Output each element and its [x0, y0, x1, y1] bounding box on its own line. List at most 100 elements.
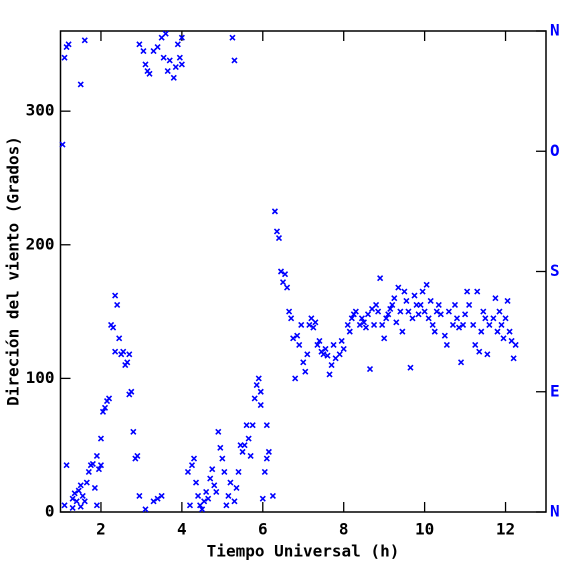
- point: [383, 315, 390, 322]
- point: [81, 498, 88, 505]
- point: [158, 492, 165, 500]
- point: [375, 308, 382, 315]
- point: [510, 355, 517, 362]
- point: [338, 337, 345, 345]
- point: [399, 328, 406, 335]
- point: [370, 321, 378, 329]
- point: [79, 492, 86, 500]
- point: [142, 506, 149, 513]
- point: [257, 388, 264, 395]
- point: [192, 479, 200, 486]
- point: [136, 41, 143, 48]
- point: [462, 311, 469, 318]
- point: [128, 388, 135, 395]
- point: [441, 332, 448, 339]
- point: [73, 498, 80, 505]
- point: [296, 341, 303, 349]
- x-tick-label: 6: [258, 520, 268, 539]
- point: [360, 319, 368, 326]
- point: [328, 361, 335, 369]
- point: [77, 482, 84, 489]
- point: [300, 359, 307, 366]
- point: [429, 321, 436, 329]
- point: [366, 365, 374, 373]
- point: [476, 348, 483, 355]
- point: [431, 328, 438, 335]
- point: [494, 328, 501, 335]
- point: [288, 315, 295, 322]
- point: [69, 504, 76, 512]
- point: [85, 468, 92, 475]
- x-axis-label: Tiempo Universal (h): [207, 542, 400, 561]
- point: [134, 452, 141, 459]
- x-tick-label: 8: [339, 520, 349, 539]
- point: [330, 341, 337, 349]
- point: [77, 81, 84, 88]
- point: [512, 341, 519, 349]
- point: [140, 47, 147, 55]
- point: [310, 324, 317, 331]
- point: [401, 288, 408, 295]
- point: [211, 482, 218, 489]
- x-tick-label: 2: [96, 520, 106, 539]
- point: [97, 462, 105, 469]
- point: [235, 468, 242, 475]
- point: [411, 292, 418, 299]
- point: [294, 332, 301, 339]
- point: [302, 368, 309, 375]
- point: [433, 308, 440, 315]
- point: [160, 54, 167, 61]
- point: [223, 502, 230, 509]
- point: [142, 61, 149, 68]
- point: [281, 271, 289, 278]
- point: [190, 455, 198, 462]
- point: [389, 301, 396, 308]
- point: [273, 228, 281, 235]
- point: [178, 34, 185, 41]
- point: [387, 305, 394, 312]
- point: [502, 315, 509, 322]
- point: [170, 74, 177, 81]
- point: [409, 315, 416, 322]
- point: [249, 422, 256, 429]
- point: [326, 371, 333, 378]
- point: [356, 321, 363, 329]
- point: [427, 297, 434, 304]
- point: [162, 30, 169, 37]
- point: [101, 404, 109, 411]
- y2-tick-label: O: [550, 141, 560, 160]
- point: [437, 311, 444, 318]
- point: [496, 308, 503, 315]
- point: [490, 315, 497, 322]
- point: [415, 311, 422, 318]
- y2-tick-label: N: [550, 502, 560, 521]
- point: [247, 452, 254, 459]
- point: [407, 364, 414, 371]
- point: [154, 43, 161, 51]
- point: [110, 324, 117, 331]
- point: [314, 341, 321, 349]
- point: [136, 492, 143, 500]
- point: [71, 490, 78, 497]
- point: [217, 444, 224, 451]
- point: [292, 375, 299, 382]
- point: [130, 428, 137, 435]
- point: [146, 70, 153, 77]
- point: [172, 64, 179, 71]
- point: [377, 275, 384, 282]
- point: [316, 337, 323, 345]
- point: [225, 492, 232, 500]
- point: [504, 297, 511, 304]
- point: [379, 321, 386, 329]
- point: [306, 321, 313, 329]
- point: [81, 37, 88, 44]
- point: [275, 235, 283, 242]
- point: [403, 297, 410, 304]
- y-axis-label: Direción del viento (Grados): [4, 136, 23, 406]
- x-tick-label: 4: [177, 520, 187, 539]
- point: [279, 279, 287, 286]
- point: [286, 308, 293, 315]
- point: [69, 495, 76, 502]
- point: [259, 495, 266, 502]
- point: [83, 479, 90, 486]
